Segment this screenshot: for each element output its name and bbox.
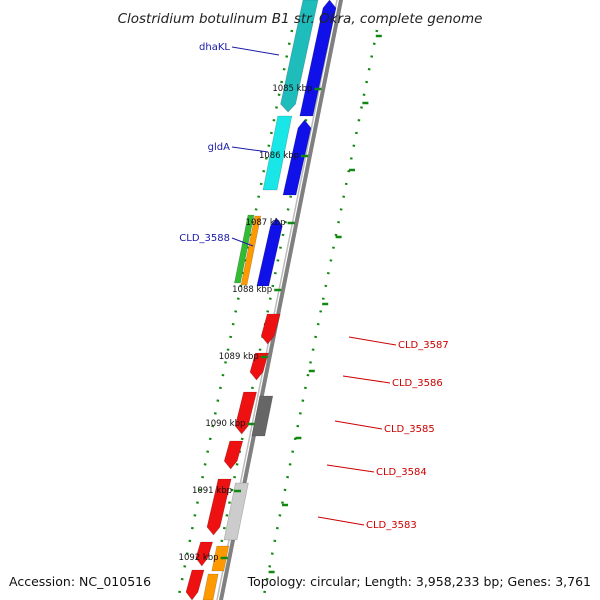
callout-line-right <box>334 420 383 430</box>
callout-line-right <box>342 375 391 384</box>
gene-CLD3588-green <box>234 214 255 284</box>
gene-label-gldA: gldA <box>208 142 230 153</box>
gene-CLD3588-orange <box>240 215 262 286</box>
gene-label-dhaKL: dhaKL <box>199 42 230 53</box>
gene-next-orange <box>211 545 230 572</box>
accession-text: Accession: NC_010516 <box>9 574 151 589</box>
callout-line-right <box>348 336 397 346</box>
gene-CLD3586 <box>249 352 269 381</box>
gene-CLD3585-gray <box>251 395 274 437</box>
gene-next-orange-2 <box>202 573 219 600</box>
gene-dhaKL-teal <box>280 0 319 113</box>
gene-label-CLD_3588: CLD_3588 <box>179 233 230 244</box>
gene-label-CLD_3585: CLD_3585 <box>384 424 435 435</box>
ruler-tick-label: 1087 kbp <box>246 218 286 228</box>
gene-dhaKL-blue <box>299 0 337 117</box>
kbp-ruler: 1085 kbp 1086 kbp 1087 kbp 1088 kbp 1089 kbp… <box>179 34 382 574</box>
gene-features <box>185 0 337 600</box>
gene-callouts: dhaKL gldA CLD_3588 CLD_3587 CLD_3586 CLD_358… <box>179 42 448 531</box>
ruler-tick-label: 1091 kbp <box>192 486 232 496</box>
callout-line-right <box>317 516 365 526</box>
gene-next-red <box>195 541 214 567</box>
ruler-tick-label: 1090 kbp <box>205 419 245 429</box>
gene-next-red-2 <box>185 569 205 600</box>
gene-label-CLD_3587: CLD_3587 <box>398 340 449 351</box>
gene-gldA-blue <box>282 119 312 196</box>
ruler-tick-label: 1092 kbp <box>179 553 219 563</box>
callout-line-left <box>231 146 269 153</box>
gene-CLD3583-gray <box>223 482 249 541</box>
gene-CLD3588-blue <box>256 217 283 287</box>
genome-summary-text: Topology: circular; Length: 3,958,233 bp… <box>247 574 591 589</box>
genome-title: Clostridium botulinum B1 str. Okra, comp… <box>118 11 483 27</box>
ruler-tick-label: 1089 kbp <box>219 352 259 362</box>
gene-label-CLD_3584: CLD_3584 <box>376 467 427 478</box>
gene-CLD3585-red <box>234 391 257 435</box>
gene-label-CLD_3586: CLD_3586 <box>392 378 443 389</box>
gene-CLD3587 <box>260 313 281 345</box>
gene-gldA-cyan <box>262 115 293 191</box>
callout-line-left <box>231 237 254 247</box>
callout-line-left <box>231 46 280 56</box>
ruler-tick-label: 1085 kbp <box>272 84 312 94</box>
ruler-tick-label: 1088 kbp <box>232 285 272 295</box>
ruler-tick-label: 1086 kbp <box>259 151 299 161</box>
gene-label-CLD_3583: CLD_3583 <box>366 520 417 531</box>
gene-CLD3584 <box>223 440 244 470</box>
callout-line-right <box>326 464 375 473</box>
gene-CLD3583-red <box>206 478 232 536</box>
